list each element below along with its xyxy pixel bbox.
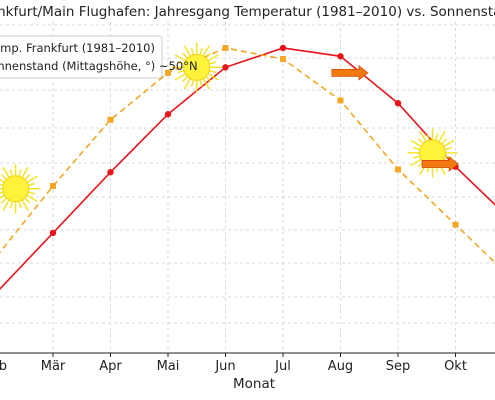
legend-entry-temperature: Temp. Frankfurt (1981–2010)	[0, 41, 155, 55]
decorations	[0, 42, 459, 214]
x-tick-label: Okt	[444, 359, 467, 374]
legend: Temp. Frankfurt (1981–2010) Sonnenstand (…	[0, 35, 198, 79]
data-point	[279, 44, 287, 52]
series	[0, 44, 495, 291]
legend-entry-sun-elevation: Sonnenstand (Mittagshöhe, °) ~50°N	[0, 59, 198, 73]
x-tick-label: Mär	[41, 359, 66, 374]
data-point	[394, 100, 402, 107]
arrow-right-icon	[331, 65, 369, 81]
data-point	[49, 229, 57, 237]
x-tick-label: Aug	[328, 359, 353, 374]
sun-icon	[171, 42, 222, 93]
data-point	[337, 53, 344, 60]
data-point	[107, 169, 114, 176]
data-point	[50, 183, 56, 189]
data-point	[165, 69, 171, 76]
x-axis-label: Monat	[233, 376, 275, 392]
sun-icon	[0, 163, 41, 214]
x-tick-label: Feb	[0, 359, 7, 374]
data-point	[107, 116, 114, 123]
x-tick-label: Jul	[274, 359, 291, 374]
x-tick-label: Jun	[214, 359, 235, 374]
series-line-1	[0, 47, 495, 264]
series-line-0	[0, 47, 495, 291]
data-point	[222, 45, 229, 51]
data-point	[222, 64, 229, 71]
x-tick-label: Sep	[386, 359, 411, 374]
data-point	[395, 166, 401, 173]
x-axis: Feb Mär Apr Mai Jun Jul Aug Sep Okt	[0, 353, 467, 374]
data-point	[280, 56, 286, 63]
x-tick-label: Apr	[99, 359, 122, 374]
chart-title: Frankfurt/Main Flughafen: Jahresgang Tem…	[0, 4, 495, 20]
x-tick-label: Mai	[157, 359, 180, 374]
grid	[0, 22, 495, 353]
data-point	[164, 111, 172, 118]
data-point	[337, 97, 344, 104]
arrow-right-icon	[421, 156, 459, 172]
data-point	[452, 221, 459, 228]
legend-frame	[0, 35, 163, 79]
